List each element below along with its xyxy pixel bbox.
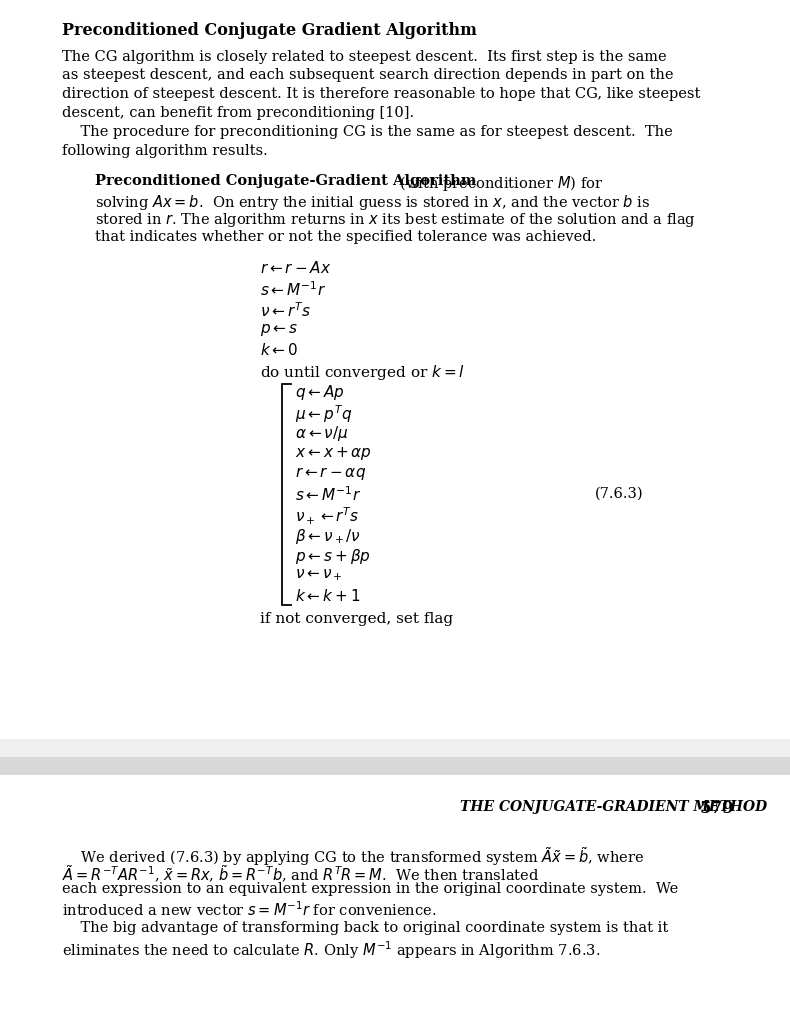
Text: $\nu_+ \leftarrow r^{T}s$: $\nu_+ \leftarrow r^{T}s$ — [295, 506, 359, 527]
Text: Preconditioned Conjugate-Gradient Algorithm: Preconditioned Conjugate-Gradient Algori… — [95, 174, 476, 188]
Text: The big advantage of transforming back to original coordinate system is that it: The big advantage of transforming back t… — [62, 921, 668, 935]
Text: $\nu \leftarrow \nu_+$: $\nu \leftarrow \nu_+$ — [295, 567, 343, 584]
Text: THE CONJUGATE-GRADIENT METHOD: THE CONJUGATE-GRADIENT METHOD — [460, 800, 767, 814]
Text: introduced a new vector $s = M^{-1}r$ for convenience.: introduced a new vector $s = M^{-1}r$ fo… — [62, 900, 436, 920]
Text: descent, can benefit from preconditioning [10].: descent, can benefit from preconditionin… — [62, 105, 414, 120]
Text: The CG algorithm is closely related to steepest descent.  Its first step is the : The CG algorithm is closely related to s… — [62, 50, 667, 63]
Text: following algorithm results.: following algorithm results. — [62, 143, 268, 158]
Text: as steepest descent, and each subsequent search direction depends in part on the: as steepest descent, and each subsequent… — [62, 69, 674, 83]
Text: $k \leftarrow 0$: $k \leftarrow 0$ — [260, 342, 298, 358]
Text: Preconditioned Conjugate Gradient Algorithm: Preconditioned Conjugate Gradient Algori… — [62, 22, 477, 39]
Text: We derived (7.6.3) by applying CG to the transformed system $\tilde{A}\tilde{x} : We derived (7.6.3) by applying CG to the… — [62, 845, 645, 867]
Text: $r \leftarrow r - Ax$: $r \leftarrow r - Ax$ — [260, 260, 332, 276]
Text: direction of steepest descent. It is therefore reasonable to hope that CG, like : direction of steepest descent. It is the… — [62, 87, 701, 101]
Bar — [0, 739, 790, 757]
Text: $r \leftarrow r - \alpha q$: $r \leftarrow r - \alpha q$ — [295, 465, 366, 482]
Text: stored in $r$. The algorithm returns in $x$ its best estimate of the solution an: stored in $r$. The algorithm returns in … — [95, 211, 696, 229]
Text: The procedure for preconditioning CG is the same as for steepest descent.  The: The procedure for preconditioning CG is … — [62, 125, 673, 139]
Text: $s \leftarrow M^{-1}r$: $s \leftarrow M^{-1}r$ — [260, 281, 326, 299]
Text: $\nu \leftarrow r^{T}s$: $\nu \leftarrow r^{T}s$ — [260, 301, 311, 319]
Text: $\beta \leftarrow \nu_+/\nu$: $\beta \leftarrow \nu_+/\nu$ — [295, 526, 361, 546]
Text: (7.6.3): (7.6.3) — [595, 486, 644, 500]
Text: $p \leftarrow s + \beta p$: $p \leftarrow s + \beta p$ — [295, 547, 371, 566]
Text: $s \leftarrow M^{-1}r$: $s \leftarrow M^{-1}r$ — [295, 485, 361, 504]
Text: solving $Ax = b$.  On entry the initial guess is stored in $x$, and the vector $: solving $Ax = b$. On entry the initial g… — [95, 193, 650, 212]
Text: $\tilde{A} = R^{-T}AR^{-1}$, $\tilde{x} = Rx$, $\tilde{b} = R^{-T}b$, and $R^{T}: $\tilde{A} = R^{-T}AR^{-1}$, $\tilde{x} … — [62, 863, 540, 885]
Text: $q \leftarrow Ap$: $q \leftarrow Ap$ — [295, 383, 344, 402]
Bar — [0, 757, 790, 775]
Text: (with preconditioner $M$) for: (with preconditioner $M$) for — [395, 174, 603, 193]
Text: eliminates the need to calculate $R$. Only $M^{-1}$ appears in Algorithm 7.6.3.: eliminates the need to calculate $R$. On… — [62, 939, 600, 962]
Text: $x \leftarrow x + \alpha p$: $x \leftarrow x + \alpha p$ — [295, 444, 372, 462]
Text: 579: 579 — [700, 800, 735, 817]
Text: do until converged or $k = l$: do until converged or $k = l$ — [260, 362, 465, 382]
Text: each expression to an equivalent expression in the original coordinate system.  : each expression to an equivalent express… — [62, 882, 679, 896]
Text: $k \leftarrow k + 1$: $k \leftarrow k + 1$ — [295, 588, 360, 604]
Text: $\mu \leftarrow p^{T}q$: $\mu \leftarrow p^{T}q$ — [295, 403, 352, 425]
Text: $p \leftarrow s$: $p \leftarrow s$ — [260, 322, 298, 338]
Text: $\alpha \leftarrow \nu/\mu$: $\alpha \leftarrow \nu/\mu$ — [295, 424, 348, 443]
Text: if not converged, set flag: if not converged, set flag — [260, 611, 453, 626]
Text: that indicates whether or not the specified tolerance was achieved.: that indicates whether or not the specif… — [95, 229, 596, 244]
